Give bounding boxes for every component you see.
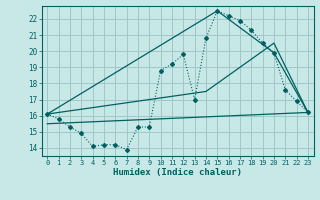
X-axis label: Humidex (Indice chaleur): Humidex (Indice chaleur) [113,168,242,177]
